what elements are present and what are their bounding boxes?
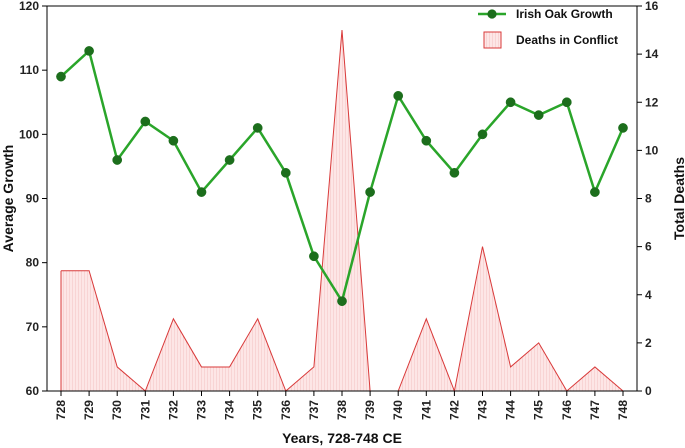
growth-point	[224, 155, 235, 165]
right-tick-label: 16	[645, 0, 659, 13]
growth-point	[393, 90, 404, 101]
right-tick-label: 12	[645, 95, 659, 109]
x-tick-label: 735	[251, 400, 265, 420]
x-tick-label: 737	[307, 400, 321, 420]
legend-deaths-swatch	[483, 31, 502, 49]
left-tick-label: 100	[19, 127, 39, 141]
x-tick-label: 742	[447, 400, 461, 420]
x-tick-label: 729	[82, 400, 96, 420]
left-axis-title: Average Growth	[0, 145, 16, 253]
x-tick-label: 746	[560, 400, 574, 420]
x-tick-label: 732	[166, 400, 180, 420]
growth-point	[618, 123, 628, 133]
growth-point	[309, 251, 319, 262]
left-tick-label: 120	[19, 0, 39, 13]
x-tick-label: 748	[616, 400, 630, 420]
growth-point	[561, 97, 572, 108]
growth-point	[84, 46, 94, 56]
x-tick-label: 747	[588, 400, 602, 420]
growth-point	[590, 187, 600, 197]
right-tick-label: 2	[645, 336, 652, 350]
x-tick-label: 733	[195, 400, 209, 420]
growth-point	[140, 116, 151, 127]
legend-growth-label: Irish Oak Growth	[516, 7, 613, 21]
right-axis-title: Total Deaths	[671, 157, 685, 240]
growth-point	[56, 71, 66, 82]
right-tick-label: 6	[645, 240, 652, 254]
deaths-series-line	[397, 246, 624, 393]
legend: Irish Oak Growth Deaths in Conflict	[478, 7, 618, 49]
deaths-area-fill	[398, 246, 623, 391]
growth-point	[112, 155, 123, 165]
growth-line-layer	[56, 46, 628, 307]
left-tick-label: 110	[20, 63, 40, 77]
x-tick-label: 734	[223, 400, 237, 420]
left-tick-label: 70	[26, 320, 40, 334]
right-tick-label: 14	[645, 47, 659, 61]
legend-growth-marker	[487, 9, 497, 19]
deaths-area-fill	[61, 30, 371, 391]
growth-point	[533, 110, 544, 120]
right-tick-label: 0	[645, 384, 652, 398]
x-tick-label: 740	[391, 400, 405, 420]
right-tick-label: 4	[645, 288, 652, 302]
x-tick-label: 736	[279, 400, 293, 420]
x-tick-label: 741	[419, 400, 433, 420]
x-axis-title: Years, 728-748 CE	[282, 430, 402, 446]
deaths-series-line	[61, 30, 371, 392]
left-tick-label: 60	[26, 384, 40, 398]
x-tick-label: 728	[54, 400, 68, 420]
x-tick-label: 745	[532, 400, 546, 420]
growth-point	[449, 167, 460, 178]
right-tick-label: 8	[645, 192, 652, 206]
growth-point	[280, 167, 291, 178]
x-tick-label: 743	[476, 400, 490, 420]
growth-point	[252, 123, 263, 133]
growth-point	[337, 296, 347, 307]
right-tick-label: 10	[645, 143, 659, 157]
deaths-area-layer	[60, 30, 624, 393]
left-tick-label: 90	[26, 192, 40, 206]
growth-point	[365, 187, 375, 197]
growth-point	[421, 135, 432, 146]
growth-point	[168, 135, 179, 146]
x-tick-label: 730	[110, 400, 124, 420]
x-tick-label: 731	[138, 400, 152, 420]
x-tick-label: 738	[335, 400, 349, 420]
left-tick-label: 80	[26, 256, 40, 270]
growth-point	[477, 129, 488, 140]
legend-deaths-label: Deaths in Conflict	[516, 33, 618, 47]
x-tick-label: 739	[363, 400, 377, 420]
x-tick-label: 744	[504, 400, 518, 420]
growth-point	[196, 187, 207, 197]
growth-point	[505, 97, 516, 108]
